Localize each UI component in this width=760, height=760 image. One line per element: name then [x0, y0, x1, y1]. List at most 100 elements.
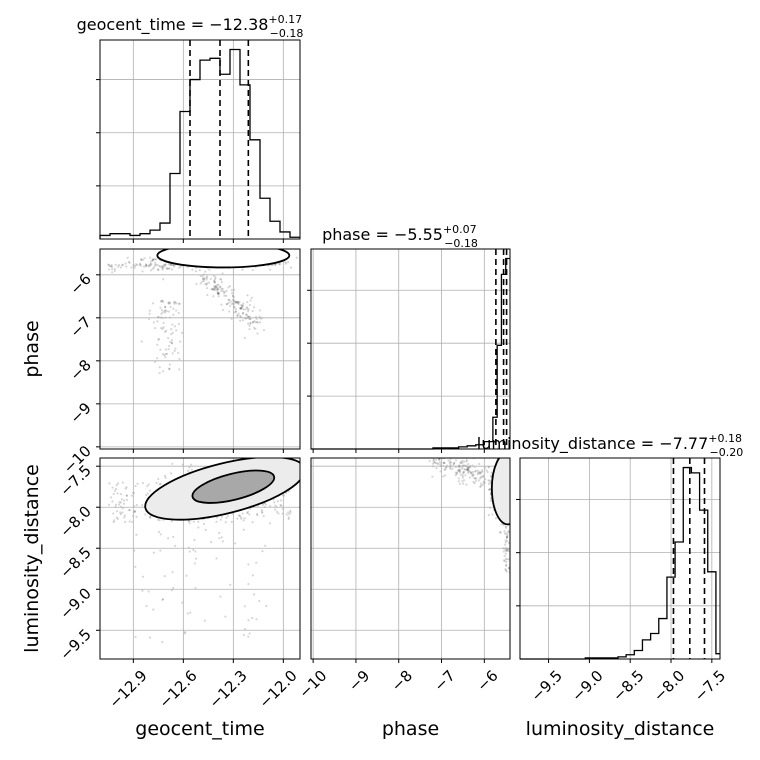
- sample-point: [169, 302, 172, 305]
- sample-point: [154, 261, 157, 264]
- sample-point: [121, 507, 124, 510]
- sample-point: [472, 473, 475, 477]
- sample-point: [170, 472, 173, 475]
- sample-point: [168, 367, 171, 371]
- sample-point: [135, 533, 138, 536]
- sample-point: [498, 530, 501, 534]
- sample-point: [115, 516, 118, 519]
- sample-point: [444, 468, 447, 471]
- x-tick-label: −10: [295, 667, 330, 702]
- sample-point: [449, 467, 452, 470]
- marks-layer: [99, 40, 720, 660]
- contour-line: [490, 458, 510, 526]
- sample-point: [247, 619, 250, 622]
- sample-point: [184, 630, 187, 634]
- sample-point: [112, 512, 115, 515]
- sample-point: [258, 315, 261, 318]
- sample-point: [117, 482, 120, 485]
- sample-point: [239, 307, 242, 310]
- sample-point: [505, 532, 508, 535]
- sample-point: [262, 514, 265, 518]
- sample-point: [213, 281, 217, 284]
- sample-point: [205, 282, 209, 285]
- sample-point: [164, 330, 167, 333]
- sample-point: [221, 289, 225, 293]
- y-tick-label: −7: [66, 313, 94, 341]
- sample-point: [246, 307, 249, 310]
- sample-point: [164, 308, 167, 312]
- sample-point: [122, 502, 126, 505]
- sample-point: [230, 302, 234, 306]
- sample-point: [199, 282, 202, 285]
- sample-point: [211, 288, 214, 291]
- sample-point: [162, 321, 165, 324]
- sample-point: [115, 484, 118, 487]
- sample-point: [477, 479, 481, 482]
- sample-point: [465, 459, 468, 462]
- panel-title-phase: phase = −5.55+0.07 −0.18: [322, 223, 478, 250]
- sample-point: [157, 477, 160, 481]
- sample-point: [507, 550, 510, 553]
- sample-point: [141, 482, 144, 485]
- sample-point: [448, 466, 451, 469]
- sample-point: [474, 479, 478, 483]
- sample-point: [280, 504, 283, 507]
- sample-point: [235, 301, 238, 305]
- sample-point: [157, 268, 160, 271]
- sample-point: [194, 550, 197, 553]
- sample-point: [470, 472, 473, 475]
- sample-point: [449, 458, 452, 461]
- sample-point: [107, 264, 110, 267]
- sample-point: [225, 289, 228, 293]
- sample-point: [237, 312, 240, 315]
- sample-point: [504, 525, 507, 528]
- sample-point: [484, 478, 487, 481]
- sample-point: [155, 258, 158, 261]
- sample-point: [205, 275, 208, 278]
- sample-point: [466, 468, 469, 471]
- sample-point: [442, 461, 446, 465]
- sample-point: [474, 477, 478, 480]
- sample-point: [240, 517, 243, 520]
- sample-point: [467, 469, 470, 472]
- sample-point: [241, 312, 245, 315]
- y-tick-label: −8: [66, 356, 94, 384]
- sample-point: [162, 263, 166, 266]
- sample-point: [462, 479, 466, 482]
- sample-point: [161, 266, 164, 270]
- sample-point: [468, 466, 471, 469]
- sample-point: [242, 311, 245, 315]
- sample-point: [243, 627, 247, 631]
- sample-point: [145, 263, 148, 266]
- sample-point: [141, 504, 144, 507]
- sample-point: [117, 265, 120, 268]
- sample-point: [488, 479, 491, 482]
- sample-point: [251, 321, 254, 324]
- sample-point: [120, 498, 124, 501]
- sample-point: [163, 310, 166, 313]
- sample-point: [145, 264, 148, 267]
- sample-point: [190, 468, 193, 471]
- sample-point: [251, 574, 254, 577]
- sample-point: [119, 511, 122, 514]
- sample-point: [449, 460, 452, 463]
- sample-point: [133, 510, 136, 513]
- sample-point: [487, 513, 490, 517]
- sample-point: [277, 512, 280, 515]
- sample-point: [156, 263, 159, 267]
- sample-point: [253, 326, 256, 329]
- x-tick-label: −8.0: [650, 667, 688, 705]
- sample-point: [113, 267, 116, 270]
- sample-point: [287, 511, 290, 514]
- sample-point: [251, 520, 254, 524]
- panel-frame: [99, 39, 301, 240]
- sample-point: [505, 570, 508, 573]
- sample-point: [225, 302, 228, 306]
- sample-point: [179, 340, 182, 343]
- sample-point: [231, 292, 234, 295]
- sample-point: [201, 274, 204, 278]
- sample-point: [216, 290, 219, 294]
- sample-point: [111, 271, 114, 274]
- sample-point: [284, 261, 287, 264]
- sample-point: [111, 486, 114, 489]
